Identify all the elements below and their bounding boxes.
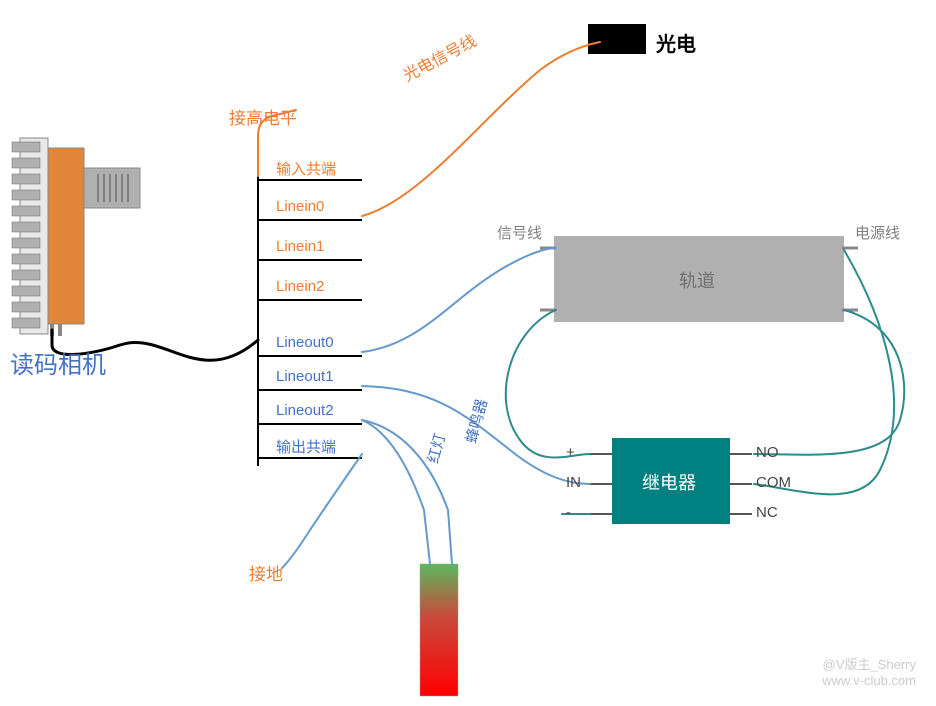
- relay-pin-left-2: -: [566, 504, 571, 521]
- terminal-label-7: 输出共端: [276, 436, 336, 457]
- relay-pin-right-2: NC: [756, 504, 778, 521]
- indicator-light: [420, 564, 458, 696]
- watermark: @V版主_Sherry www.v-club.com: [822, 654, 916, 688]
- terminal-label-0: 输入共端: [276, 158, 336, 179]
- terminal-label-3: Linein2: [276, 278, 324, 295]
- wire-lineout0_to_signal: [362, 248, 556, 352]
- label-high-level: 接高电平: [229, 104, 297, 129]
- camera-icon: [12, 138, 140, 336]
- terminal-label-2: Linein1: [276, 238, 324, 255]
- relay-pin-left-1: IN: [566, 474, 581, 491]
- watermark-line1: @V版主_Sherry: [822, 654, 916, 673]
- terminal-label-5: Lineout1: [276, 368, 334, 385]
- relay-pin-right-1: COM: [756, 474, 791, 491]
- camera-label: 读码相机: [10, 345, 106, 380]
- terminal-label-1: Linein0: [276, 198, 324, 215]
- track-label: 轨道: [679, 267, 715, 293]
- relay-pin-right-0: NO: [756, 444, 779, 461]
- opt-device-box: [588, 24, 646, 54]
- watermark-line2: www.v-club.com: [822, 673, 916, 688]
- relay-label: 继电器: [642, 469, 696, 495]
- diagram-canvas: [0, 0, 936, 706]
- terminal-label-6: Lineout2: [276, 402, 334, 419]
- label-opt-device: 光电: [656, 28, 696, 57]
- wire-out_common_to_ground: [282, 454, 362, 568]
- wire-opt_signal: [362, 42, 600, 216]
- label-signal-line: 信号线: [497, 222, 542, 243]
- terminal-label-4: Lineout0: [276, 334, 334, 351]
- label-power-line: 电源线: [855, 222, 900, 243]
- wire-lineout2_to_redlight: [362, 420, 430, 564]
- wire-signal_track_to_relay_plus: [506, 310, 590, 458]
- label-ground: 接地: [249, 560, 283, 585]
- relay-pin-left-0: +: [566, 444, 575, 461]
